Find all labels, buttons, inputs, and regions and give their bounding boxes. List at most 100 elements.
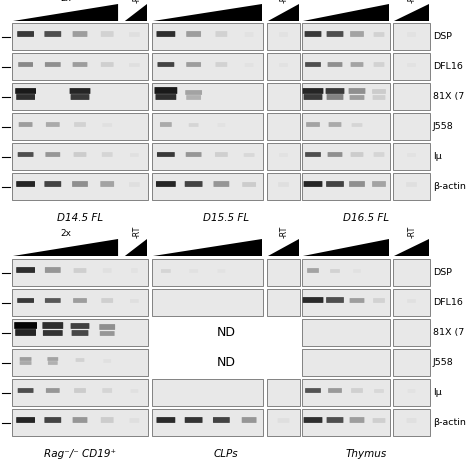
FancyBboxPatch shape [349,181,365,187]
FancyBboxPatch shape [353,269,361,273]
FancyBboxPatch shape [330,269,340,273]
FancyBboxPatch shape [46,152,60,157]
FancyBboxPatch shape [189,123,199,127]
FancyBboxPatch shape [279,32,288,37]
FancyBboxPatch shape [129,63,140,67]
Bar [267,409,300,436]
FancyBboxPatch shape [218,123,225,127]
Text: DSP: DSP [433,32,452,41]
FancyBboxPatch shape [406,182,417,187]
Bar [302,409,390,436]
FancyBboxPatch shape [42,322,63,329]
Bar [393,113,430,140]
FancyBboxPatch shape [326,181,344,187]
Polygon shape [13,239,118,256]
FancyBboxPatch shape [71,323,90,329]
FancyBboxPatch shape [215,152,228,157]
FancyBboxPatch shape [374,389,384,393]
Text: J558: J558 [433,122,454,131]
Bar [267,113,300,140]
FancyBboxPatch shape [327,94,343,100]
Bar [152,289,263,316]
Bar [393,379,430,406]
Bar [302,53,390,80]
FancyBboxPatch shape [186,95,201,100]
Bar [302,173,390,200]
FancyBboxPatch shape [245,63,254,67]
FancyBboxPatch shape [16,267,35,273]
FancyBboxPatch shape [74,122,86,127]
Bar [267,259,300,286]
Bar [267,379,300,406]
FancyBboxPatch shape [130,153,139,157]
FancyBboxPatch shape [328,152,342,157]
FancyBboxPatch shape [218,269,225,273]
Text: Thymus: Thymus [346,449,387,459]
Text: 81X (7: 81X (7 [433,328,464,337]
FancyBboxPatch shape [129,32,140,37]
FancyBboxPatch shape [102,388,112,393]
FancyBboxPatch shape [75,358,84,362]
FancyBboxPatch shape [100,181,114,187]
Text: Rag⁻/⁻ CD19⁺: Rag⁻/⁻ CD19⁺ [44,449,116,459]
Bar [302,23,390,50]
Text: -RT: -RT [132,0,141,3]
Polygon shape [153,4,262,21]
FancyBboxPatch shape [350,417,365,423]
Text: -RT: -RT [280,226,289,238]
FancyBboxPatch shape [213,181,229,187]
Bar [152,379,263,406]
FancyBboxPatch shape [70,88,91,94]
FancyBboxPatch shape [278,418,290,423]
Text: 2x: 2x [60,229,71,238]
FancyBboxPatch shape [373,95,385,100]
FancyBboxPatch shape [328,62,342,67]
Polygon shape [125,4,147,21]
FancyBboxPatch shape [71,94,90,100]
Text: DFL16: DFL16 [433,62,463,71]
FancyBboxPatch shape [17,31,34,37]
FancyBboxPatch shape [16,417,35,423]
Text: DSP: DSP [433,268,452,277]
FancyBboxPatch shape [73,298,87,303]
Bar [12,319,148,346]
FancyBboxPatch shape [242,417,256,423]
FancyBboxPatch shape [20,357,31,361]
FancyBboxPatch shape [186,152,201,157]
Bar [152,409,263,436]
FancyBboxPatch shape [407,32,416,37]
Bar [12,349,148,376]
FancyBboxPatch shape [130,389,138,393]
FancyBboxPatch shape [14,322,37,329]
FancyBboxPatch shape [45,267,61,273]
FancyBboxPatch shape [131,268,138,273]
FancyBboxPatch shape [160,122,172,127]
FancyBboxPatch shape [45,31,61,37]
FancyBboxPatch shape [156,181,176,187]
FancyBboxPatch shape [103,268,111,273]
Bar [393,83,430,110]
FancyBboxPatch shape [407,63,416,67]
Polygon shape [394,239,429,256]
FancyBboxPatch shape [45,298,61,303]
FancyBboxPatch shape [372,89,386,94]
FancyBboxPatch shape [73,62,87,67]
FancyBboxPatch shape [15,88,36,94]
FancyBboxPatch shape [350,31,364,37]
FancyBboxPatch shape [100,331,115,336]
FancyBboxPatch shape [328,122,341,127]
FancyBboxPatch shape [73,268,86,273]
FancyBboxPatch shape [156,31,175,37]
Bar [393,173,430,200]
FancyBboxPatch shape [18,62,33,67]
Polygon shape [268,4,299,21]
FancyBboxPatch shape [350,95,365,100]
FancyBboxPatch shape [279,63,288,67]
FancyBboxPatch shape [186,31,201,37]
FancyBboxPatch shape [278,182,289,187]
Bar [302,83,390,110]
FancyBboxPatch shape [73,31,87,37]
Text: 2x: 2x [60,0,71,3]
FancyBboxPatch shape [17,298,34,303]
Text: Iμ: Iμ [433,388,442,397]
